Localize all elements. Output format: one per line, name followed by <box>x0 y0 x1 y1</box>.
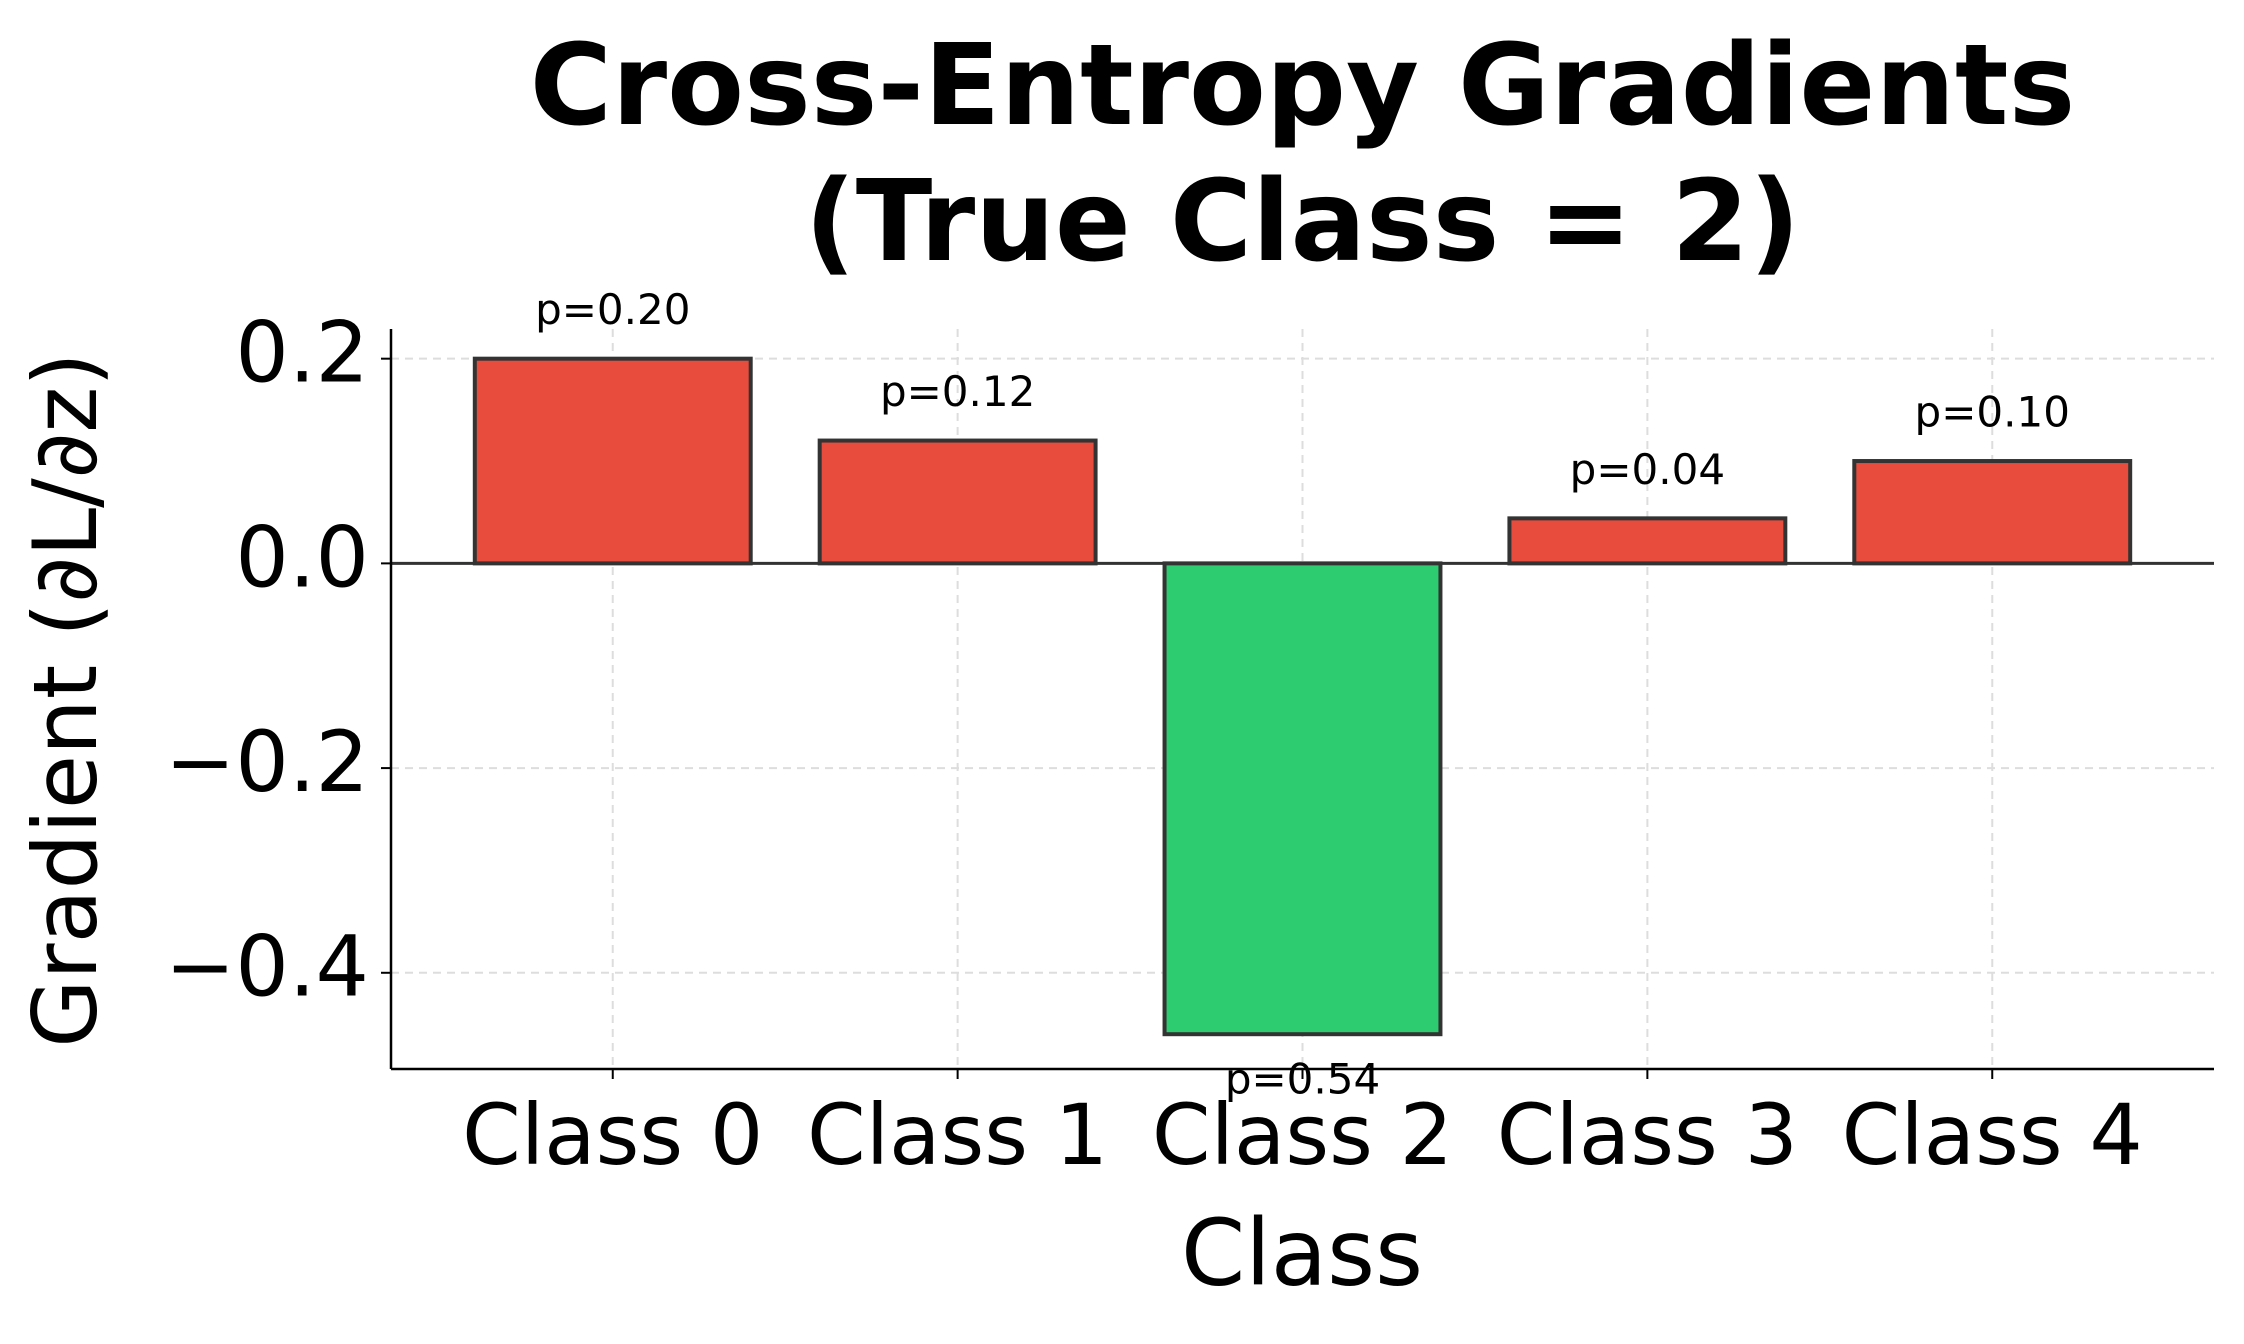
y-tick-label: 0.0 <box>235 508 369 606</box>
chart-title: Cross-Entropy Gradients (True Class = 2) <box>529 21 2076 287</box>
bar-label: p=0.04 <box>1570 445 1725 494</box>
y-tick-label: 0.2 <box>235 304 369 402</box>
bar <box>1507 516 1788 566</box>
y-tick-label: −0.2 <box>165 713 369 811</box>
y-tick-label: −0.4 <box>165 918 369 1016</box>
x-axis-label: Class <box>1181 1199 1423 1306</box>
x-tick-label: Class 3 <box>1497 1086 1798 1184</box>
bar-label: p=0.12 <box>880 367 1035 416</box>
bar <box>817 438 1098 566</box>
bar <box>472 356 753 566</box>
x-tick-label: Class 2 <box>1152 1086 1453 1184</box>
x-tick-label: Class 1 <box>807 1086 1108 1184</box>
bar-label: p=0.20 <box>535 285 690 334</box>
x-tick-label: Class 4 <box>1842 1086 2143 1184</box>
bar <box>1852 459 2133 566</box>
y-axis-label: Gradient (∂L/∂z) <box>14 352 117 1048</box>
bar-label: p=0.54 <box>1225 1055 1380 1104</box>
x-tick-label: Class 0 <box>462 1086 763 1184</box>
bar-label: p=0.10 <box>1915 388 2070 437</box>
bar <box>1162 561 1443 1037</box>
